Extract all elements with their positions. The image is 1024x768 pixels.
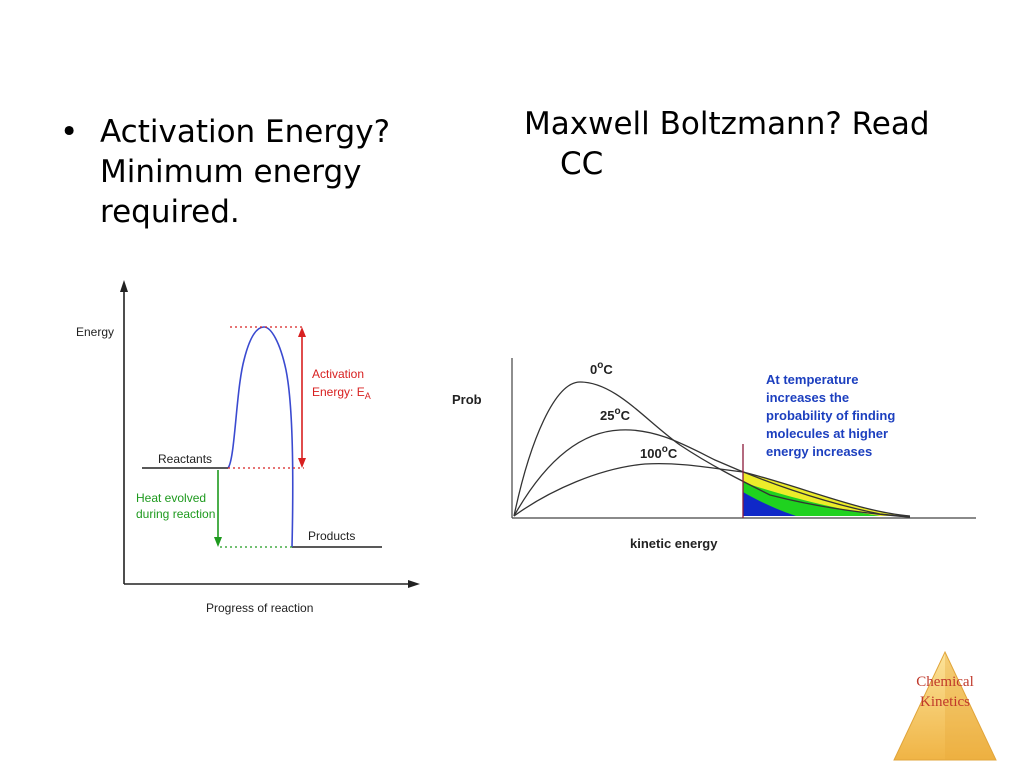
heat-label-line-1: Heat evolved	[136, 491, 206, 505]
annotation-line-2: increases the	[766, 390, 849, 405]
maxwell-boltzmann-plot: Prob kinetic energy 0oC 25oC 100oC At te…	[452, 358, 976, 551]
annotation-line-3: probability of finding	[766, 408, 895, 423]
bullet-line-1: Activation Energy?	[100, 114, 391, 150]
label-0c: 0oC	[590, 360, 613, 377]
energy-profile-diagram: Energy Progress of reaction Reactants Pr…	[76, 280, 420, 615]
annotation-line-4: molecules at higher	[766, 426, 888, 441]
bullet-line-3: required.	[100, 194, 240, 230]
temperature-annotation: At temperature increases the probability…	[766, 372, 899, 459]
label-25c-unit: C	[621, 408, 631, 423]
right-heading-line-1: Maxwell Boltzmann? Read	[524, 106, 930, 142]
progress-axis-label: Progress of reaction	[206, 601, 313, 615]
activation-label-line-1: Activation	[312, 367, 364, 381]
bullet-line-2: Minimum energy	[100, 154, 362, 190]
left-bullet-block: • Activation Energy? Minimum energy requ…	[60, 112, 440, 232]
heat-label-line-2: during reaction	[136, 507, 215, 521]
logo-line-2: Kinetics	[920, 694, 970, 710]
right-heading-line-2: CC	[560, 146, 604, 182]
activation-label-text: Energy: E	[312, 385, 365, 399]
logo-triangle-shade	[945, 652, 996, 760]
tail-fill-25c	[743, 482, 880, 516]
label-100c-value: 100	[640, 446, 662, 461]
label-25c: 25oC	[600, 406, 631, 423]
logo-triangle-icon	[893, 650, 997, 761]
x-axis-arrow-icon	[408, 580, 420, 588]
reaction-curve	[227, 326, 294, 548]
heat-arrow-down-icon	[214, 537, 222, 547]
activation-subscript: A	[365, 391, 371, 401]
annotation-line-1: At temperature	[766, 372, 858, 387]
activation-arrow-down-icon	[298, 458, 306, 468]
chemical-kinetics-logo: Chemical Kinetics	[893, 650, 997, 761]
curve-100c	[513, 462, 911, 517]
label-0c-degree: o	[597, 360, 603, 371]
tail-fill-0c	[743, 492, 796, 516]
prob-axis-label: Prob	[452, 392, 482, 407]
right-heading-block: Maxwell Boltzmann? Read CC	[524, 104, 984, 184]
label-0c-value: 0	[590, 362, 597, 377]
label-25c-degree: o	[614, 406, 620, 417]
products-label: Products	[308, 529, 355, 543]
reactants-label: Reactants	[158, 452, 212, 466]
kinetic-energy-axis-label: kinetic energy	[630, 536, 718, 551]
y-axis-arrow-icon	[120, 280, 128, 292]
curve-0c	[513, 381, 911, 518]
energy-axis-label: Energy	[76, 325, 114, 339]
label-25c-value: 25	[600, 408, 614, 423]
annotation-line-5: energy increases	[766, 444, 872, 459]
activation-label-line-2: Energy: EA	[312, 385, 371, 401]
activation-arrow-up-icon	[298, 327, 306, 337]
label-0c-unit: C	[603, 362, 613, 377]
label-100c: 100oC	[640, 444, 678, 461]
logo-line-1: Chemical	[916, 674, 973, 690]
label-100c-unit: C	[668, 446, 678, 461]
label-100c-degree: o	[662, 444, 668, 455]
bullet-marker: •	[60, 114, 79, 150]
curve-25c	[513, 429, 911, 518]
